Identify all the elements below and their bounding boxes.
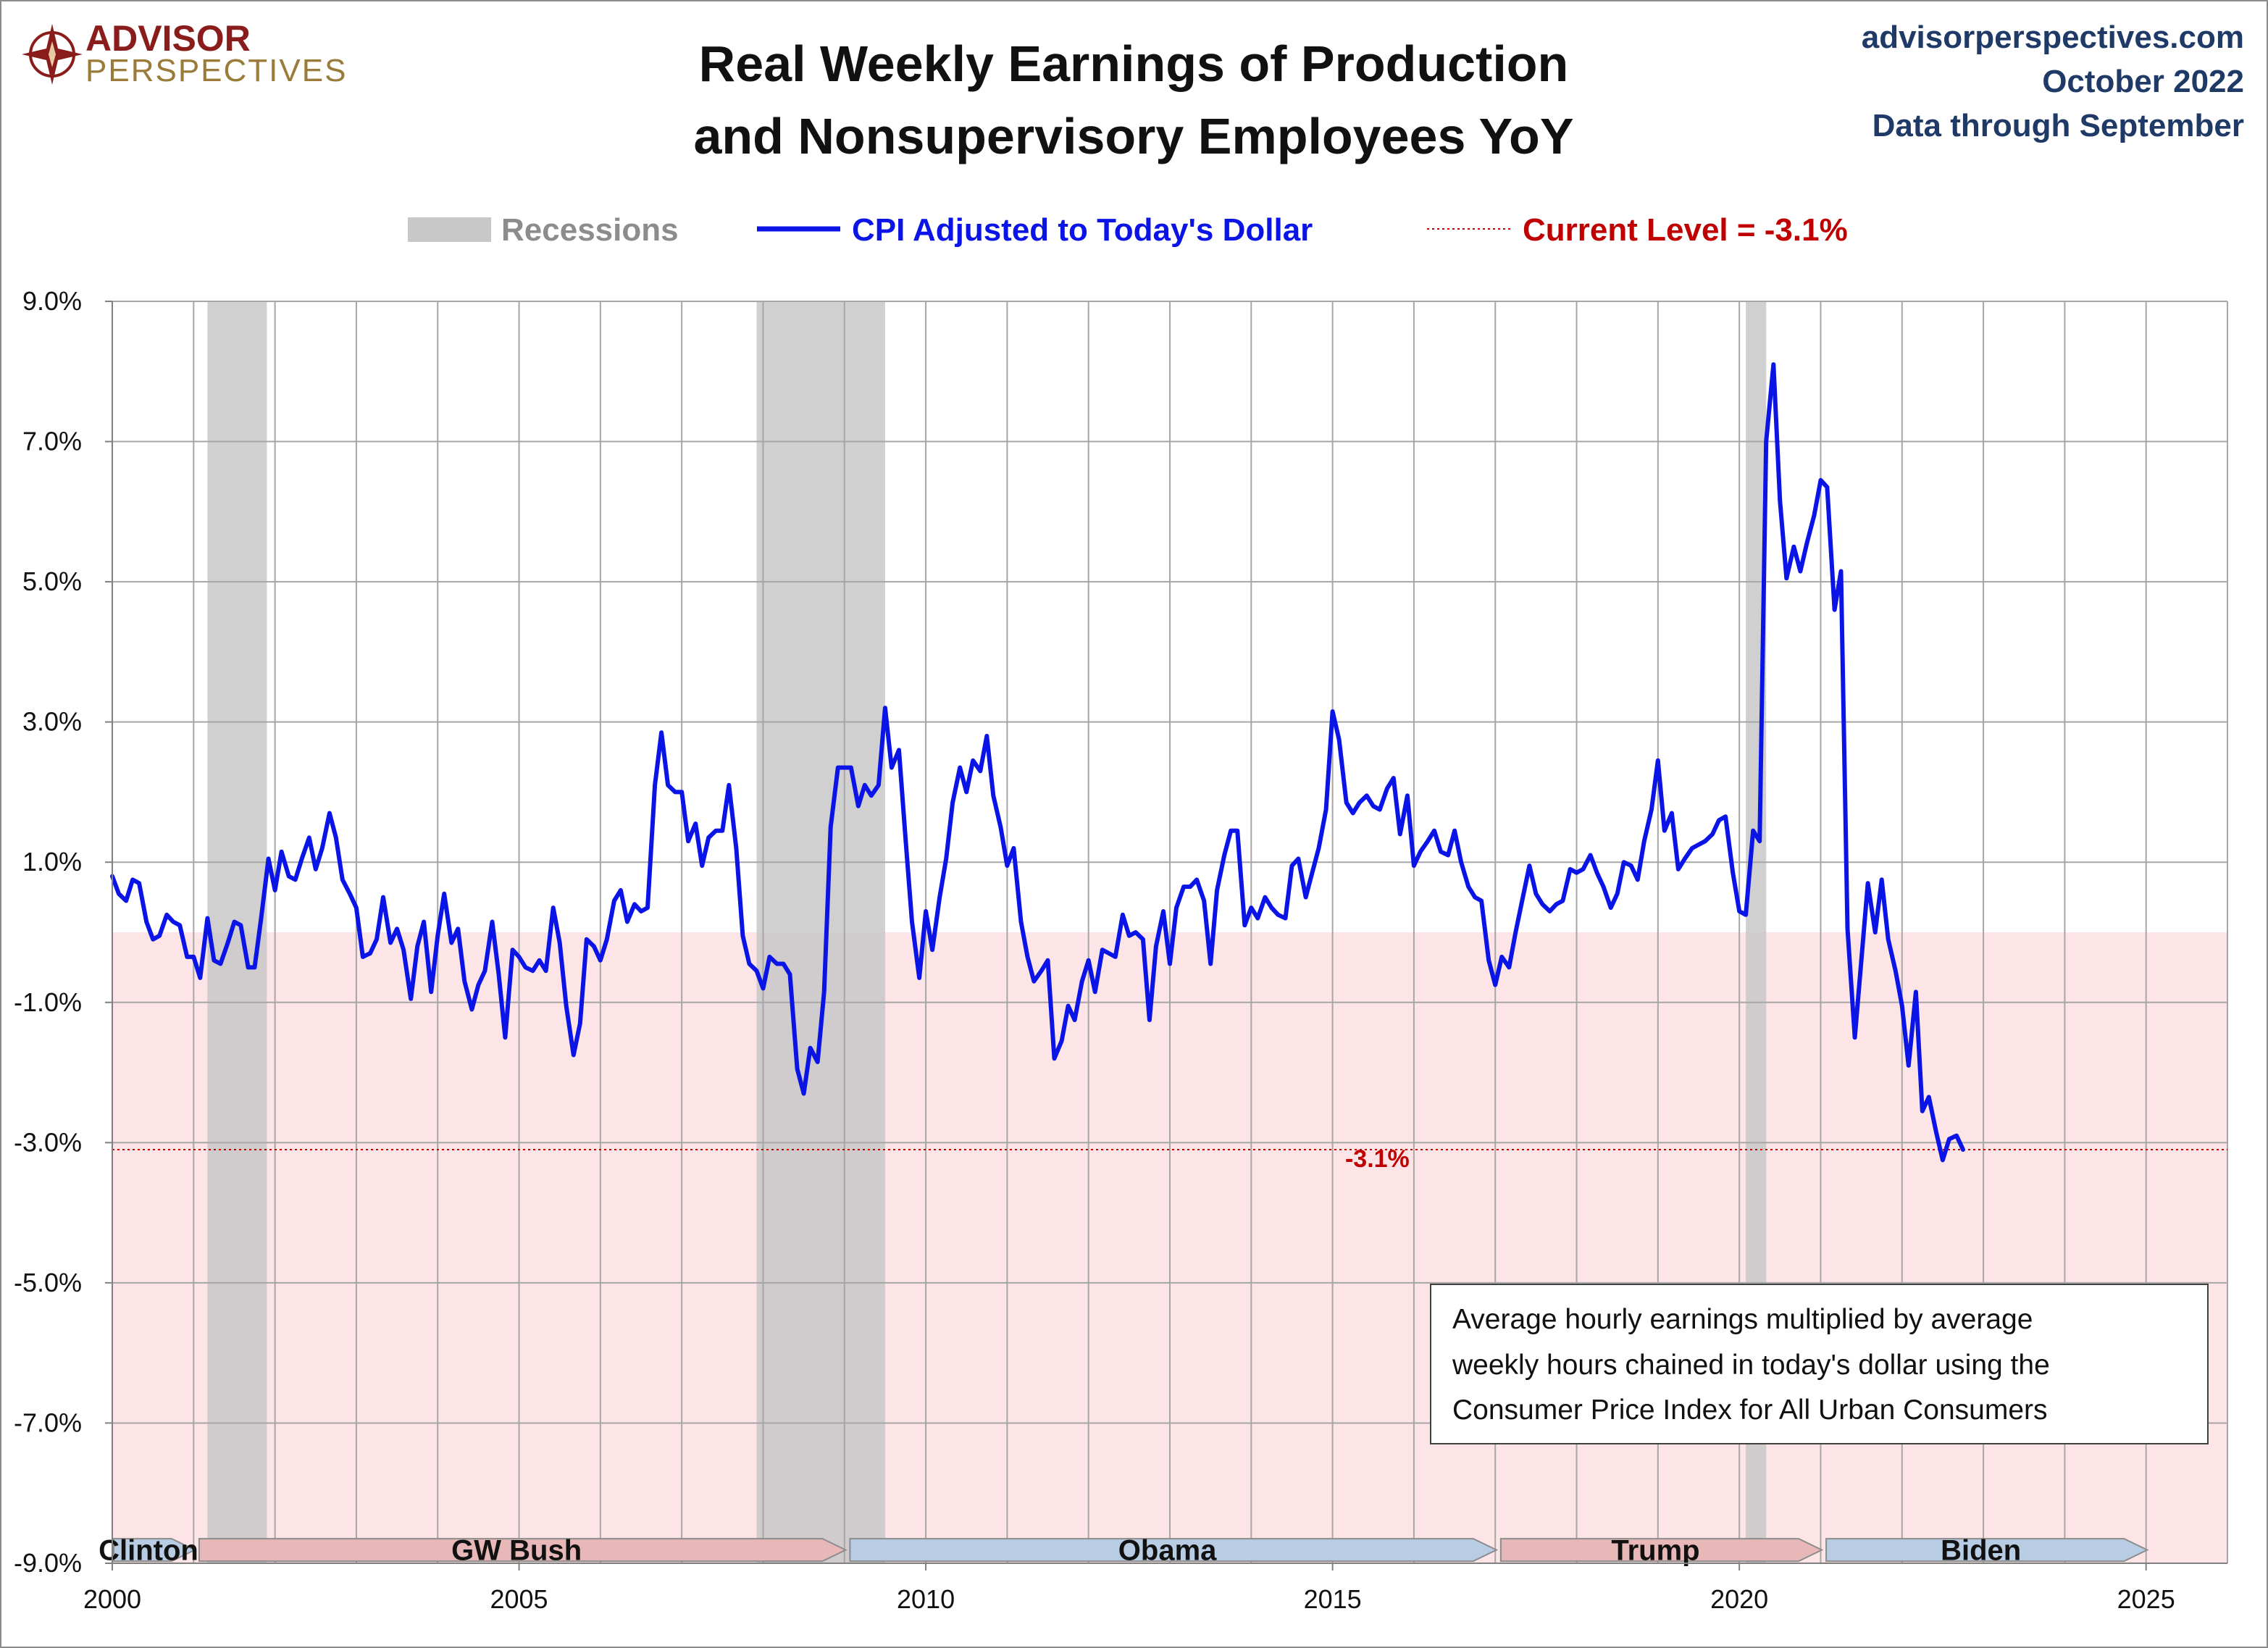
y-tick-label: -9.0%	[14, 1548, 82, 1578]
presidential-terms: Clinton GW Bush Obama Trump Biden	[99, 1535, 2149, 1567]
president-term-arrow	[198, 1538, 848, 1563]
y-tick-label: -7.0%	[14, 1408, 82, 1437]
x-tick-label: 2005	[490, 1584, 548, 1614]
publish-date: October 2022	[2042, 64, 2244, 99]
logo-line2: PERSPECTIVES	[85, 53, 347, 88]
logo-line1: ADVISOR	[85, 18, 251, 59]
president-term-label: Clinton	[99, 1535, 198, 1567]
y-tick-label: 3.0%	[22, 707, 82, 737]
president-term-arrow	[1499, 1538, 1824, 1563]
legend-recessions-label: Recessions	[501, 212, 679, 248]
legend-series-label: CPI Adjusted to Today's Dollar	[852, 212, 1313, 248]
chart-title-line2: and Nonsupervisory Employees YoY	[693, 108, 1573, 164]
legend: Recessions CPI Adjusted to Today's Dolla…	[408, 212, 1848, 248]
president-term-arrow	[1825, 1538, 2149, 1563]
president-term-label: GW Bush	[451, 1535, 582, 1567]
legend-current-label: Current Level = -3.1%	[1523, 212, 1848, 248]
x-tick-label: 2000	[83, 1584, 141, 1614]
y-tick-label: 7.0%	[22, 427, 82, 456]
recession-bands	[207, 301, 1767, 1563]
note-line3: Consumer Price Index for All Urban Consu…	[1452, 1394, 2048, 1426]
data-through: Data through September	[1872, 108, 2244, 143]
president-term-arrow	[113, 1538, 197, 1563]
y-tick-label: 1.0%	[22, 847, 82, 877]
president-term-arrow	[849, 1538, 1499, 1563]
compass-rose-icon	[22, 24, 83, 85]
note-box: Average hourly earnings multiplied by av…	[1430, 1284, 2209, 1444]
note-box-border	[1430, 1284, 2209, 1444]
y-tick-label: -5.0%	[14, 1268, 82, 1297]
note-line2: weekly hours chained in today's dollar u…	[1452, 1350, 2050, 1381]
x-tick-label: 2010	[897, 1584, 955, 1614]
president-term-label: Obama	[1118, 1535, 1217, 1567]
y-tick-label: -3.0%	[14, 1127, 82, 1157]
note-line1: Average hourly earnings multiplied by av…	[1452, 1304, 2033, 1335]
y-tick-label: -1.0%	[14, 987, 82, 1017]
y-tick-label: 5.0%	[22, 566, 82, 596]
chart-title-line1: Real Weekly Earnings of Production	[699, 35, 1569, 92]
recession-band	[207, 301, 267, 1563]
x-tick-label: 2020	[1710, 1584, 1768, 1614]
recession-band	[756, 301, 885, 1563]
site-url: advisorperspectives.com	[1862, 20, 2244, 55]
x-tick-label: 2015	[1304, 1584, 1362, 1614]
x-tick-label: 2025	[2117, 1584, 2175, 1614]
president-term-label: Biden	[1941, 1535, 2021, 1567]
president-term-label: Trump	[1611, 1535, 1699, 1567]
advisor-perspectives-logo: ADVISOR PERSPECTIVES	[22, 18, 347, 88]
axes	[112, 301, 2227, 1564]
current-level-group: -3.1%	[112, 1145, 2227, 1173]
legend-recession-swatch	[408, 217, 491, 242]
series-line	[110, 362, 1965, 1163]
y-tick-labels: 9.0% 7.0% 5.0% 3.0% 1.0% -1.0% -3.0% -5.0% -7.0%…	[14, 286, 112, 1578]
y-tick-label: 9.0%	[22, 286, 82, 316]
x-tick-labels: 2000 2005 2010 2015 2020 2025	[83, 1563, 2175, 1614]
series-layer	[110, 362, 1965, 1163]
current-level-label: -3.1%	[1345, 1145, 1410, 1173]
